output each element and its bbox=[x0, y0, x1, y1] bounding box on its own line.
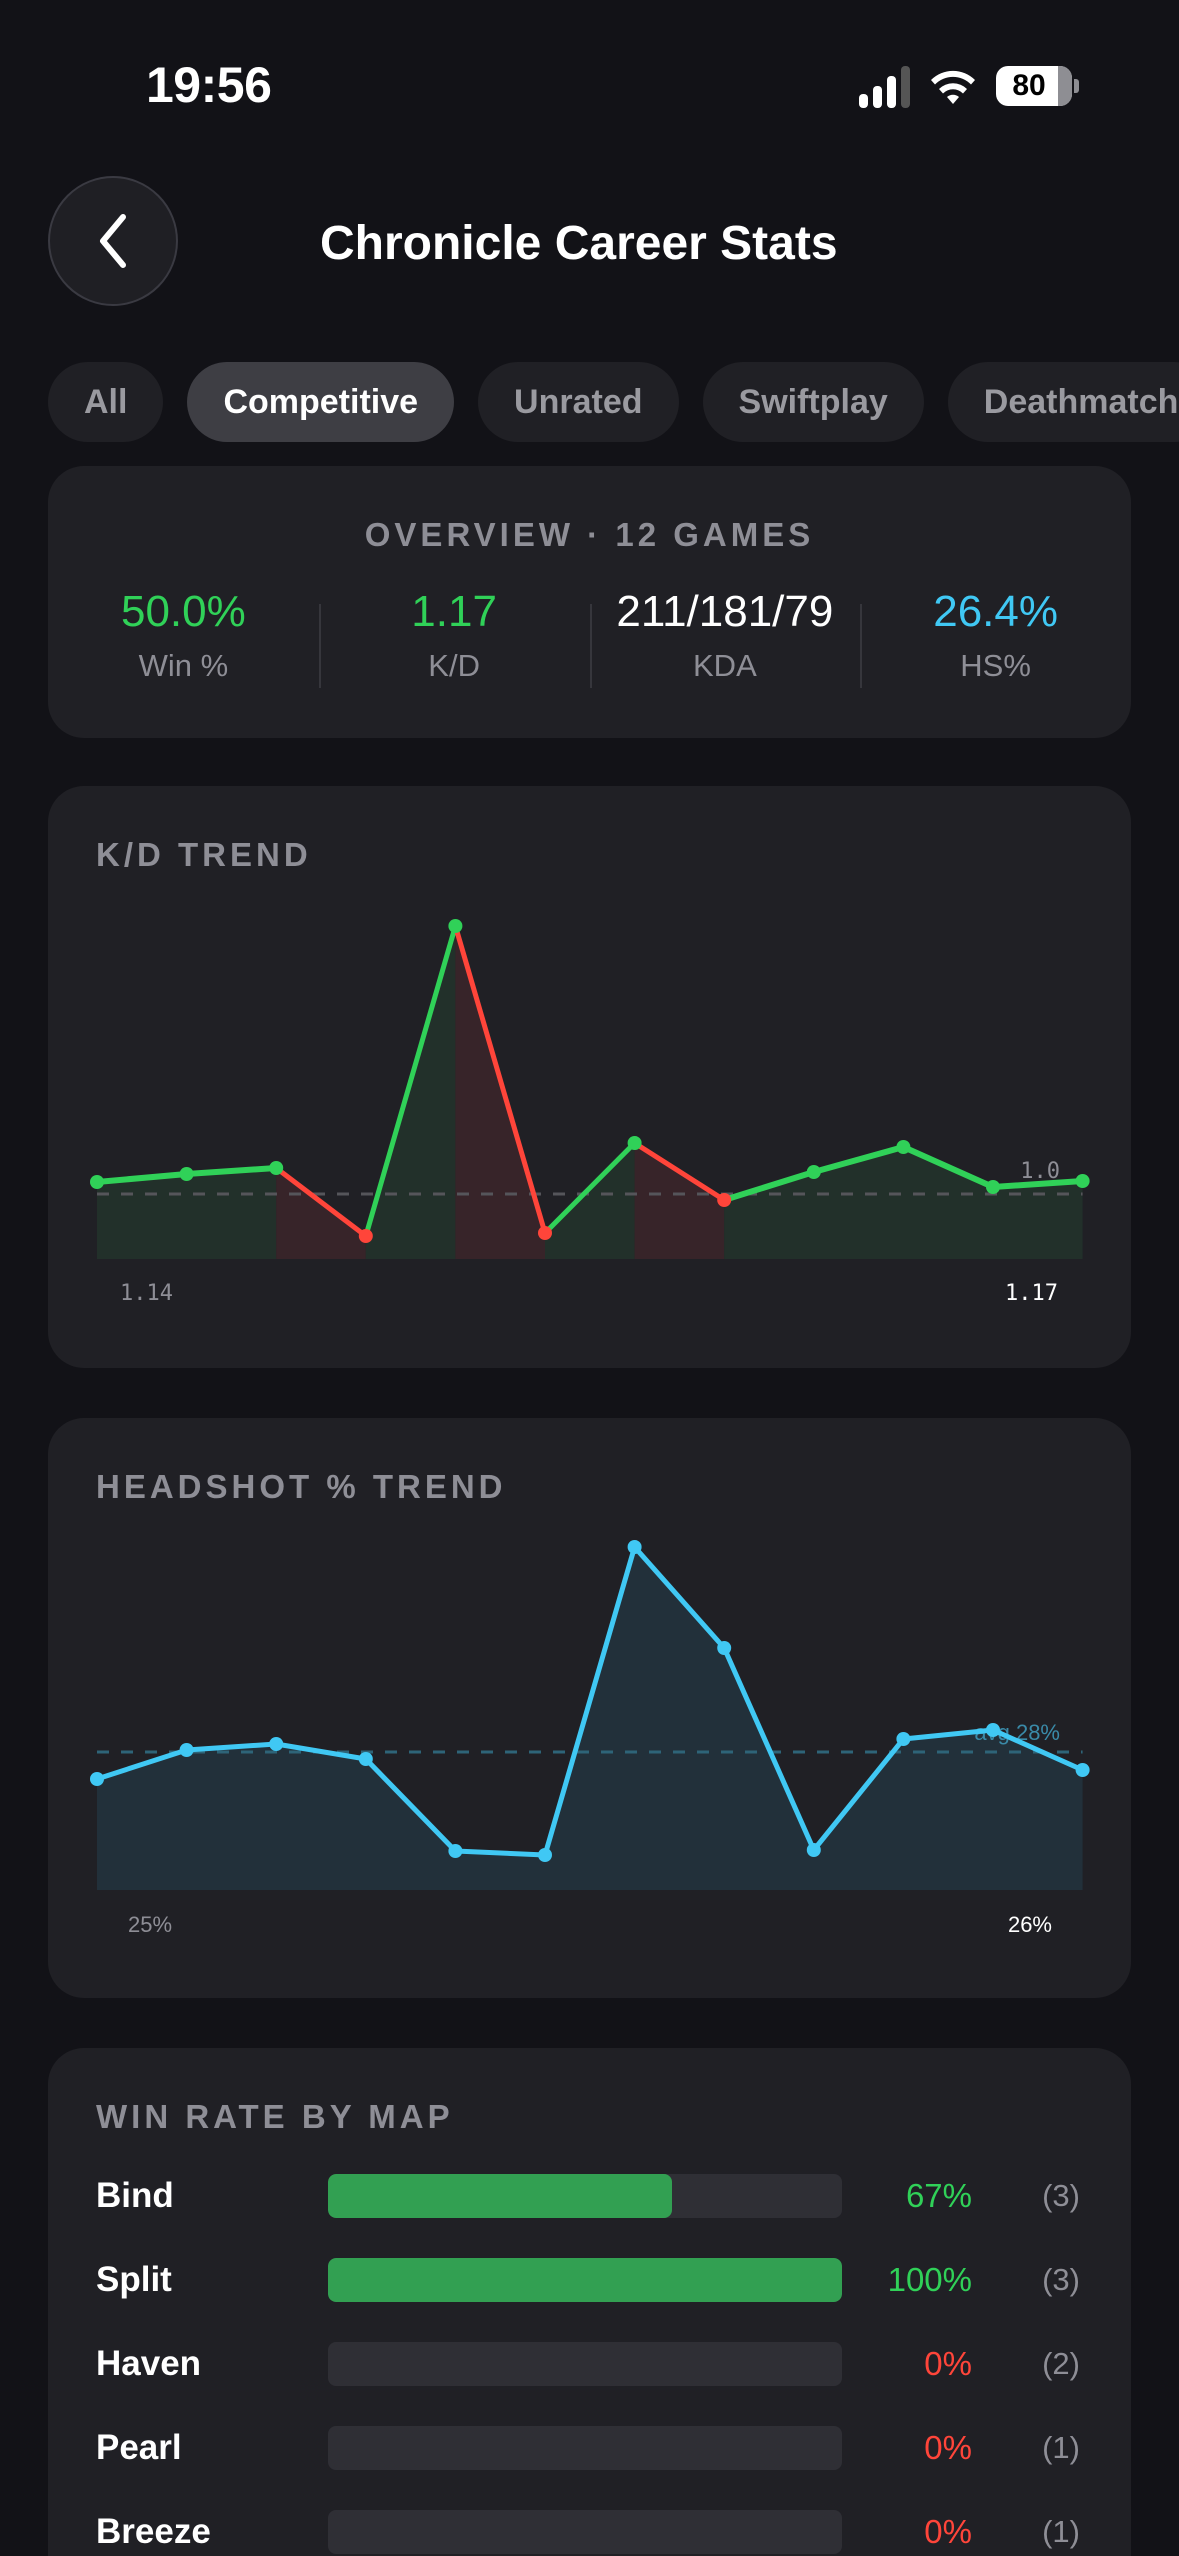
games-count: (3) bbox=[1042, 2178, 1080, 2213]
battery-icon: 80 bbox=[996, 66, 1072, 106]
kd-trend-title: K/D TREND bbox=[96, 836, 312, 873]
win-rate-bar bbox=[328, 2426, 842, 2470]
stat-kd: 1.17 K/D bbox=[318, 587, 590, 689]
overview-stats: 50.0% Win % 1.17 K/D 211/181/79 KDA 26.4… bbox=[48, 587, 1131, 689]
win-rate-bar bbox=[328, 2258, 842, 2302]
map-winrate-title: WIN RATE BY MAP bbox=[96, 2098, 454, 2135]
map-row-breeze[interactable]: Breeze 0% (1) bbox=[96, 2502, 1096, 2556]
games-count: (1) bbox=[1042, 2514, 1080, 2549]
map-name: Breeze bbox=[96, 2512, 211, 2551]
wifi-icon bbox=[931, 70, 975, 104]
headshot-trend-title: HEADSHOT % TREND bbox=[96, 1468, 507, 1505]
map-row-haven[interactable]: Haven 0% (2) bbox=[96, 2334, 1096, 2394]
hs-value: 26.4% bbox=[933, 587, 1058, 636]
nav-bar: Chronicle Career Stats bbox=[0, 176, 1179, 310]
tab-swiftplay[interactable]: Swiftplay bbox=[702, 362, 924, 442]
win-rate-fill bbox=[328, 2258, 842, 2302]
win-rate-fill bbox=[328, 2174, 673, 2218]
status-bar: 19:56 80 bbox=[0, 0, 1179, 170]
tab-all[interactable]: All bbox=[48, 362, 164, 442]
kda-label: KDA bbox=[693, 648, 757, 684]
map-row-bind[interactable]: Bind 67% (3) bbox=[96, 2166, 1096, 2226]
status-icons: 80 bbox=[859, 64, 1079, 108]
overview-card: OVERVIEW · 12 GAMES 50.0% Win % 1.17 K/D… bbox=[48, 466, 1131, 738]
headshot-trend-card: HEADSHOT % TREND avg 28% 25% 26% bbox=[48, 1418, 1131, 1998]
kd-label: K/D bbox=[428, 648, 480, 684]
games-count: (3) bbox=[1042, 2262, 1080, 2297]
kd-start-label: 1.14 bbox=[120, 1281, 173, 1306]
kd-trend-card: K/D TREND 1.0 1.14 1.17 bbox=[48, 786, 1131, 1368]
map-name: Bind bbox=[96, 2176, 174, 2215]
headshot-trend-chart: avg 28% 25% 26% bbox=[90, 1540, 1090, 1937]
kd-value: 1.17 bbox=[411, 587, 497, 636]
tab-competitive[interactable]: Competitive bbox=[187, 362, 455, 442]
tab-deathmatch[interactable]: Deathmatch bbox=[947, 362, 1179, 442]
battery-cap bbox=[1074, 79, 1079, 93]
overview-title: OVERVIEW · 12 GAMES bbox=[364, 516, 815, 553]
win-rate-pct: 67% bbox=[905, 2177, 972, 2214]
win-rate-bar bbox=[328, 2510, 842, 2554]
cellular-signal-icon bbox=[859, 64, 910, 108]
mode-tabs: All Competitive Unrated Swiftplay Deathm… bbox=[48, 362, 1179, 442]
games-count: (2) bbox=[1042, 2346, 1080, 2381]
win-rate-pct: 0% bbox=[924, 2345, 972, 2382]
kd-trend-chart: 1.0 1.14 1.17 bbox=[90, 919, 1090, 1306]
status-time: 19:56 bbox=[146, 57, 272, 113]
win-rate-pct: 0% bbox=[924, 2429, 972, 2466]
map-row-pearl[interactable]: Pearl 0% (1) bbox=[96, 2418, 1096, 2478]
win-rate-bar bbox=[328, 2342, 842, 2386]
win-rate-pct: 100% bbox=[887, 2261, 972, 2298]
win-rate-label: Win % bbox=[138, 648, 229, 684]
kd-end-label: 1.17 bbox=[1005, 1281, 1058, 1306]
page-title: Chronicle Career Stats bbox=[320, 217, 838, 270]
map-name: Pearl bbox=[96, 2428, 182, 2467]
map-name: Haven bbox=[96, 2344, 202, 2383]
stat-kda: 211/181/79 KDA bbox=[589, 587, 861, 689]
hs-start-label: 25% bbox=[128, 1912, 172, 1937]
stat-win-rate: 50.0% Win % bbox=[48, 587, 319, 684]
games-count: (1) bbox=[1042, 2430, 1080, 2465]
hs-label: HS% bbox=[960, 648, 1031, 684]
chevron-left-icon bbox=[100, 214, 126, 268]
stat-hs: 26.4% HS% bbox=[860, 587, 1131, 689]
win-rate-value: 50.0% bbox=[120, 587, 246, 636]
win-rate-pct: 0% bbox=[924, 2513, 972, 2550]
hs-end-label: 26% bbox=[1008, 1912, 1052, 1937]
kd-reference-label: 1.0 bbox=[1020, 1159, 1060, 1184]
win-rate-bar bbox=[328, 2174, 842, 2218]
map-name: Split bbox=[96, 2260, 172, 2299]
tab-unrated[interactable]: Unrated bbox=[478, 362, 679, 442]
map-row-split[interactable]: Split 100% (3) bbox=[96, 2250, 1096, 2310]
kda-value: 211/181/79 bbox=[616, 587, 834, 636]
back-button[interactable] bbox=[48, 176, 178, 306]
map-winrate-card: WIN RATE BY MAP Bind 67% (3) Split 100% … bbox=[48, 2048, 1131, 2556]
